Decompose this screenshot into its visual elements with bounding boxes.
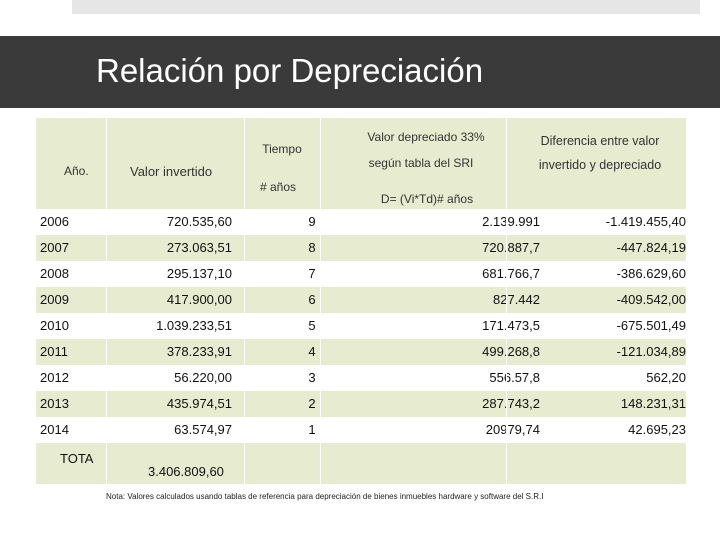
column-divider xyxy=(320,118,321,484)
header-depreciated-sri: según tabla del SRI xyxy=(368,156,474,170)
cell-depreciated: 827.442 xyxy=(493,292,540,307)
cell-year: 2008 xyxy=(40,266,69,281)
table-row: 2007 273.063,51 8 720.887,7 -447.824,19 xyxy=(36,235,686,261)
total-value: 3.406.809,60 xyxy=(148,464,224,479)
depreciation-table: Año. Valor invertido Tiempo # años Valor… xyxy=(36,118,686,484)
table-row: 2010 1.039.233,51 5 171.473,5 -675.501,4… xyxy=(36,313,686,339)
header-depreciated-formula: D= (Vi*Td)# años xyxy=(380,192,474,206)
column-divider xyxy=(106,118,107,484)
cell-depreciated: 681.766,7 xyxy=(482,266,540,281)
cell-difference: 562,20 xyxy=(646,370,686,385)
header-difference: Diferencia entre valor invertido y depre… xyxy=(514,130,686,178)
cell-years: 3 xyxy=(308,370,316,385)
cell-years: 5 xyxy=(308,318,316,333)
cell-year: 2006 xyxy=(40,214,69,229)
cell-years: 9 xyxy=(308,214,316,229)
cell-years: 2 xyxy=(308,396,316,411)
cell-year: 2011 xyxy=(40,344,68,359)
cell-year: 2012 xyxy=(40,370,69,385)
header-time-line1: Tiempo xyxy=(262,142,302,156)
cell-invested: 1.039.233,51 xyxy=(156,318,232,333)
cell-years: 7 xyxy=(308,266,316,281)
cell-difference: -675.501,49 xyxy=(616,318,686,333)
cell-years: 6 xyxy=(308,292,316,307)
cell-difference: -409.542,00 xyxy=(616,292,686,307)
total-row: TOTA 3.406.809,60 xyxy=(36,443,686,484)
cell-difference: 148.231,31 xyxy=(620,396,686,411)
cell-invested: 56.220,00 xyxy=(174,370,232,385)
cell-invested: 273.063,51 xyxy=(166,240,232,255)
cell-difference: 42.695,23 xyxy=(628,422,686,437)
header-difference-line2: invertido y depreciado xyxy=(538,157,662,172)
table-row: 2011 378.233,91 4 499.268,8 -121.034,89 xyxy=(36,339,686,365)
cell-years: 8 xyxy=(308,240,316,255)
cell-depreciated: 287.743,2 xyxy=(482,396,540,411)
cell-year: 2009 xyxy=(40,292,69,307)
column-divider xyxy=(244,118,245,484)
column-divider xyxy=(506,118,507,484)
cell-invested: 435.974,51 xyxy=(166,396,232,411)
cell-depreciated: 556.57,8 xyxy=(489,370,540,385)
cell-years: 4 xyxy=(308,344,316,359)
cell-depreciated: 720.887,7 xyxy=(482,240,540,255)
cell-depreciated: 171.473,5 xyxy=(482,318,540,333)
cell-year: 2010 xyxy=(40,318,69,333)
cell-depreciated: 20979,74 xyxy=(485,422,540,437)
table-row: 2009 417.900,00 6 827.442 -409.542,00 xyxy=(36,287,686,313)
cell-year: 2014 xyxy=(40,422,69,437)
table-row: 2012 56.220,00 3 556.57,8 562,20 xyxy=(36,365,686,391)
cell-invested: 295.137,10 xyxy=(166,266,232,281)
table-row: 2008 295.137,10 7 681.766,7 -386.629,60 xyxy=(36,261,686,287)
cell-years: 1 xyxy=(308,422,316,437)
header-difference-line1: Diferencia entre valor xyxy=(540,134,660,148)
header-time: Tiempo xyxy=(256,142,308,156)
table-row: 2013 435.974,51 2 287.743,2 148.231,31 xyxy=(36,391,686,417)
cell-invested: 417.900,00 xyxy=(166,292,232,307)
cell-depreciated: 499.268,8 xyxy=(482,344,540,359)
cell-invested: 720.535,60 xyxy=(166,214,232,229)
cell-difference: -1.419.455,40 xyxy=(605,214,686,229)
table-header-row: Año. Valor invertido Tiempo # años Valor… xyxy=(36,118,686,209)
cell-difference: -447.824,19 xyxy=(616,240,686,255)
total-label: TOTA xyxy=(60,451,94,466)
table-row: 2014 63.574,97 1 20979,74 42.695,23 xyxy=(36,417,686,443)
cell-difference: -121.034,89 xyxy=(616,344,686,359)
footnote: Nota: Valores calculados usando tablas d… xyxy=(106,492,544,501)
top-decoration-bar xyxy=(72,0,700,14)
header-year: Año. xyxy=(64,164,89,178)
cell-depreciated: 2.139.991 xyxy=(482,214,540,229)
cell-difference: -386.629,60 xyxy=(616,266,686,281)
header-time-years: # años xyxy=(259,180,297,194)
header-depreciated: Valor depreciado 33% xyxy=(342,130,510,144)
slide-title: Relación por Depreciación xyxy=(96,52,484,89)
cell-year: 2013 xyxy=(40,396,69,411)
header-invested: Valor invertido xyxy=(130,164,213,179)
title-band xyxy=(0,36,720,108)
table-row: 2006 720.535,60 9 2.139.991 -1.419.455,4… xyxy=(36,209,686,235)
cell-year: 2007 xyxy=(40,240,69,255)
cell-invested: 378.233,91 xyxy=(166,344,232,359)
header-depreciated-line1: Valor depreciado 33% xyxy=(367,130,485,144)
cell-invested: 63.574,97 xyxy=(174,422,232,437)
